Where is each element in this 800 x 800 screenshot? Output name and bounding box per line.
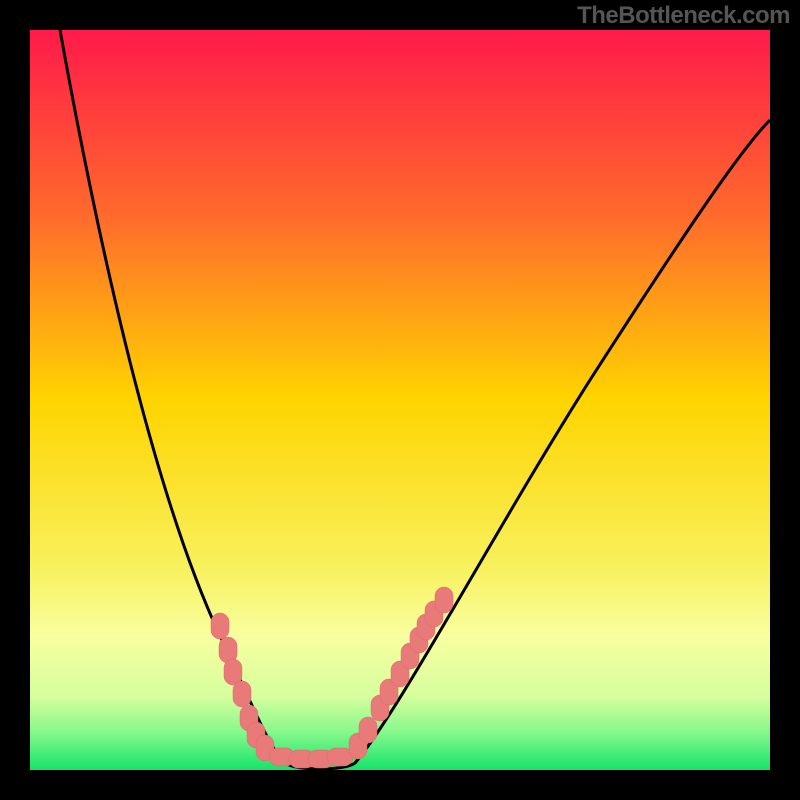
data-marker — [359, 717, 377, 743]
data-marker — [211, 613, 229, 639]
chart-canvas: TheBottleneck.com — [0, 0, 800, 800]
v-curve-plot — [0, 0, 800, 800]
data-marker — [435, 587, 453, 613]
watermark-text: TheBottleneck.com — [577, 2, 790, 30]
data-marker — [233, 681, 251, 707]
data-marker — [224, 659, 242, 685]
